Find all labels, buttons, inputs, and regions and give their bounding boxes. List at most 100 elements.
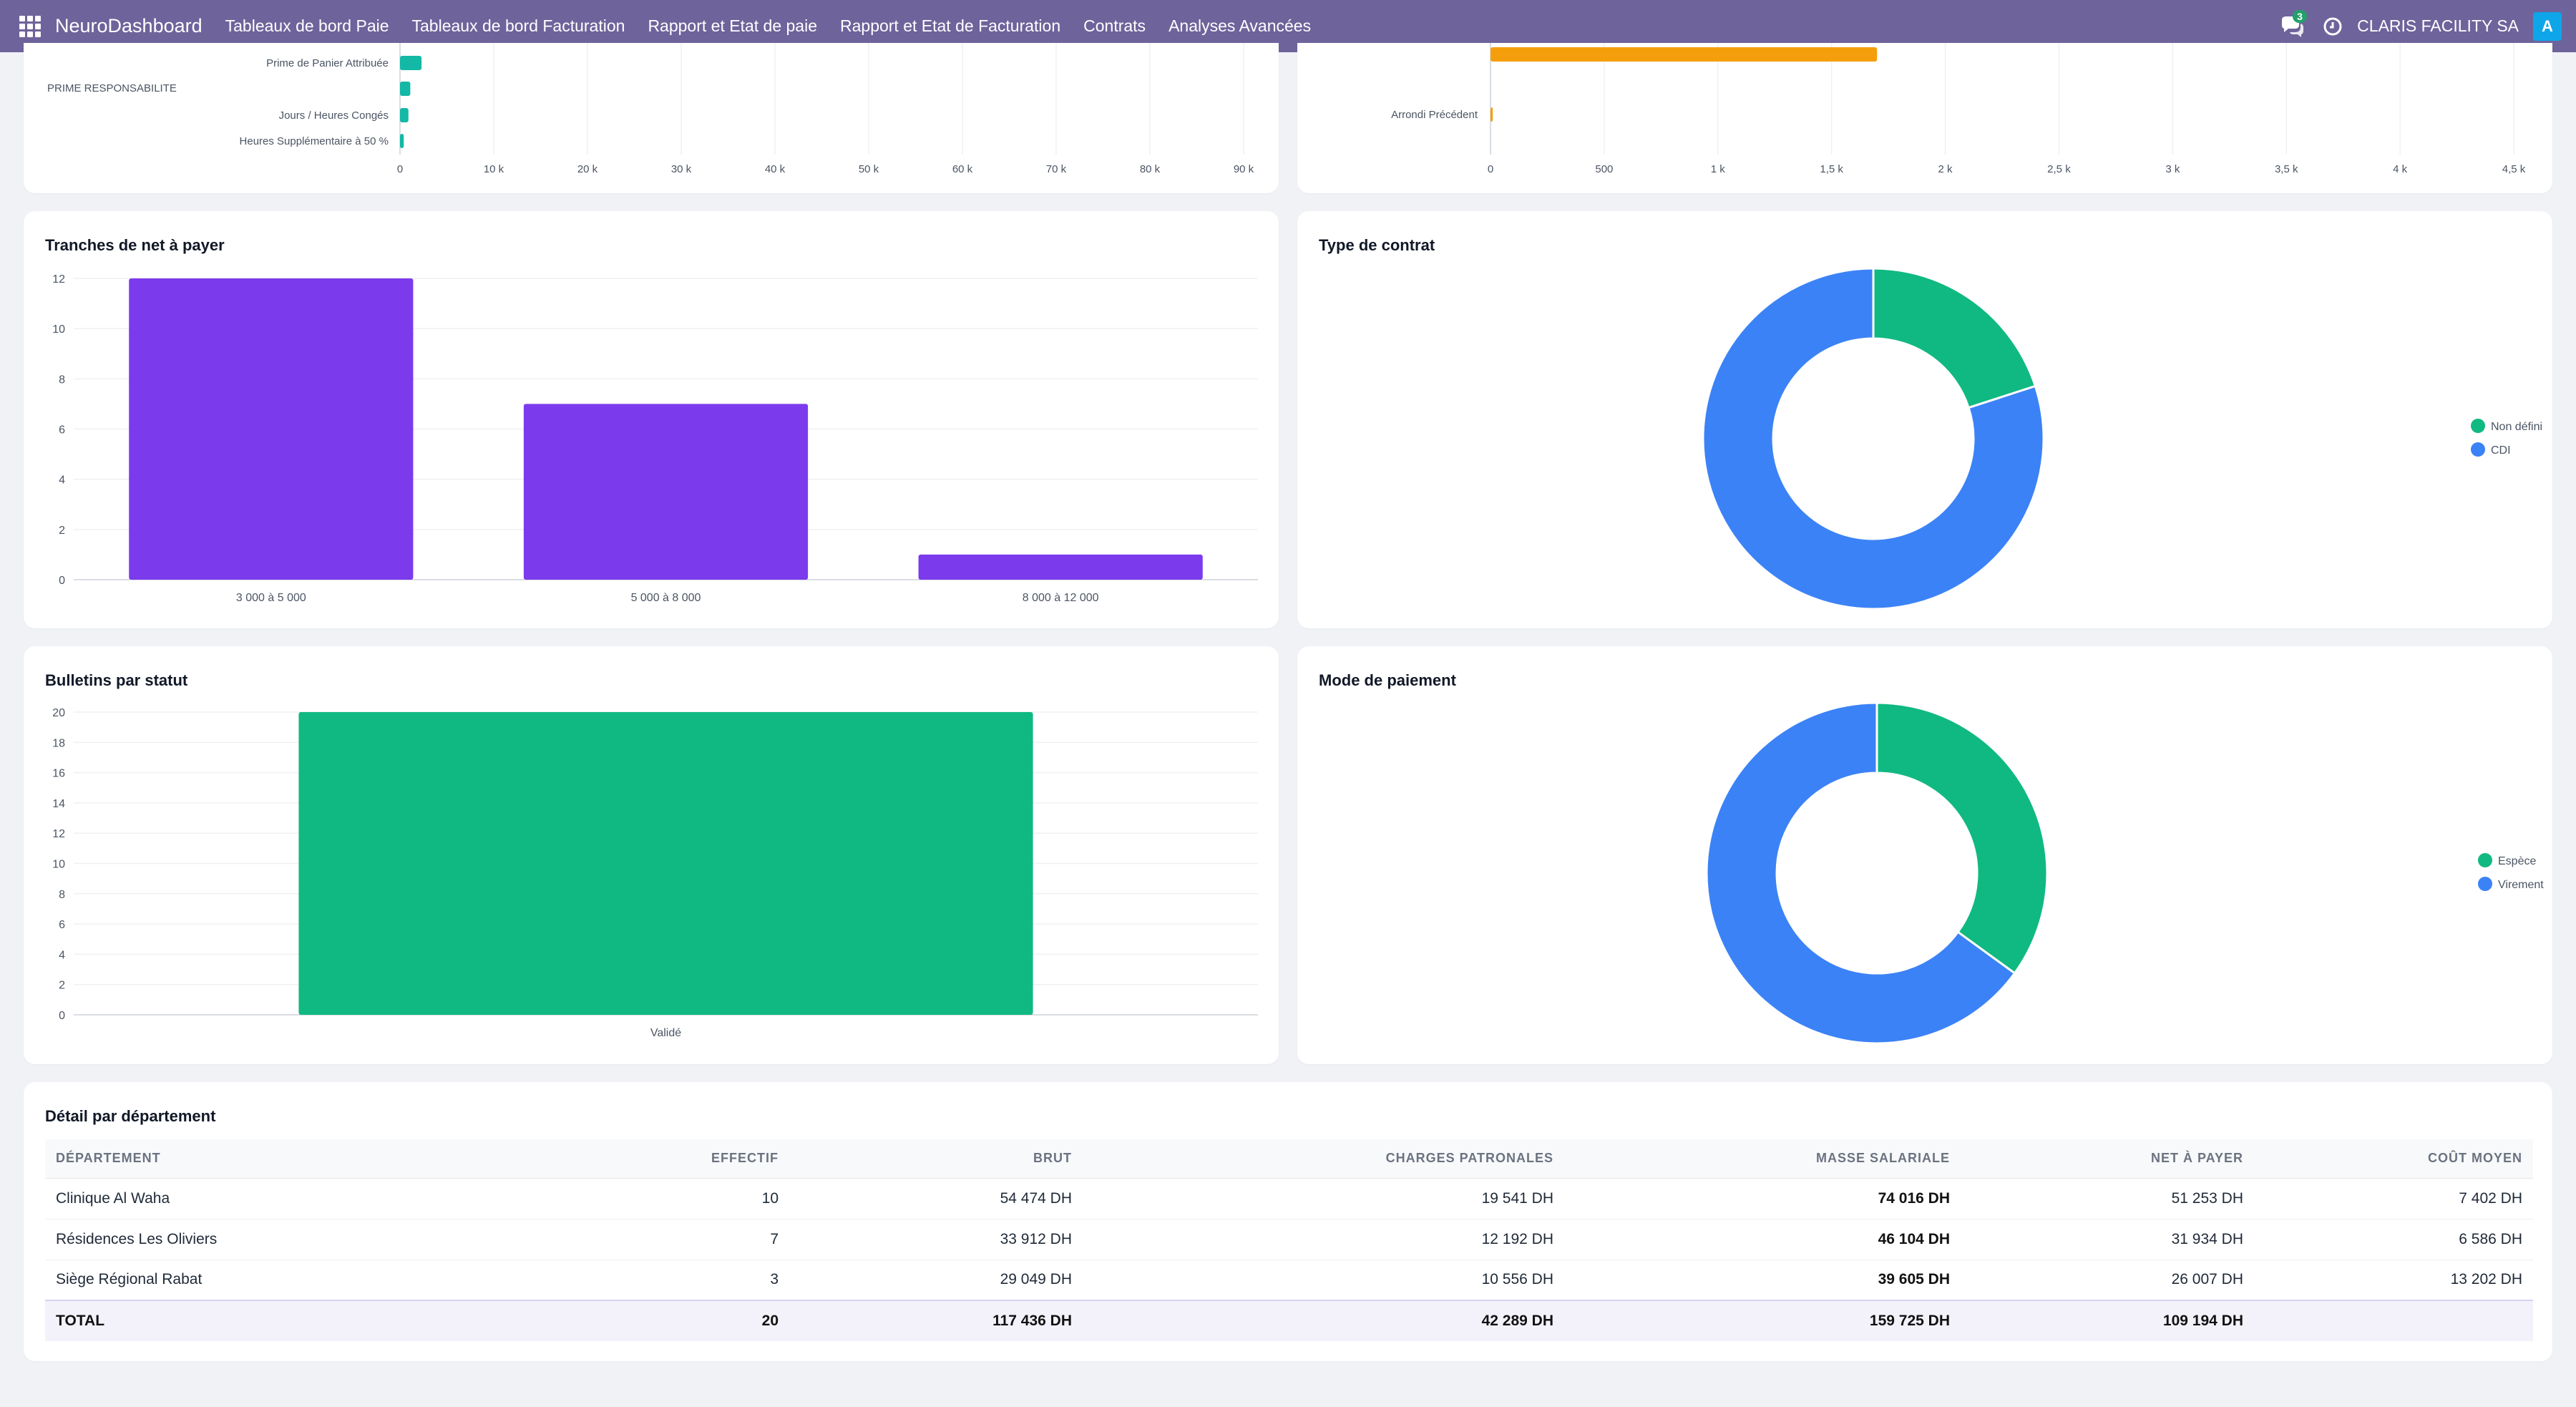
col-cout-moyen[interactable]: COÛT MOYEN: [2254, 1139, 2533, 1179]
bar: [400, 134, 404, 148]
y-tick-label: Jours / Heures Congés: [279, 109, 389, 122]
company-switcher[interactable]: CLARIS FACILITY SA: [2357, 16, 2519, 35]
brand-name[interactable]: NeuroDashboard: [55, 15, 203, 36]
cell-charges: 19 541 DH: [1083, 1178, 1564, 1219]
apps-grid-icon[interactable]: [19, 15, 41, 37]
bar: [129, 278, 414, 580]
bar: [298, 712, 1033, 1015]
col-departement[interactable]: DÉPARTEMENT: [45, 1139, 503, 1179]
menu-contrats[interactable]: Contrats: [1083, 16, 1146, 35]
cell-effectif: 3: [503, 1260, 789, 1301]
x-tick-label: 500: [1595, 163, 1613, 175]
x-tick-label: 3,5 k: [2275, 163, 2298, 175]
menu-rapport-paie[interactable]: Rapport et Etat de paie: [648, 16, 817, 35]
menu-tableaux-facturation[interactable]: Tableaux de bord Facturation: [411, 16, 625, 35]
total-net: 109 194 DH: [1961, 1300, 2254, 1341]
y-tick-label: 0: [59, 1010, 65, 1022]
y-tick-label: Heures Supplémentaire à 50 %: [240, 135, 389, 147]
y-tick-label: 20: [52, 707, 65, 719]
cell-masse: 74 016 DH: [1564, 1178, 1961, 1219]
menu-analyses-avancees[interactable]: Analyses Avancées: [1169, 16, 1312, 35]
bulletins-statut-card: Bulletins par statut 0 2 4 6 8 10 12 14 16 18 20 Va…: [24, 646, 1279, 1064]
legend-marker: [2471, 442, 2485, 457]
rubriques-bar-chart: 0 10 k 20 k 30 k 40 k 50 k 60 k 70 k 80 k 90 k Pri…: [47, 43, 1254, 175]
y-tick-label: 6: [59, 919, 65, 931]
mode-paiement-card: Mode de paiement Espèce Virement: [1297, 646, 2552, 1064]
menu-tableaux-paie[interactable]: Tableaux de bord Paie: [225, 16, 389, 35]
y-tick-label: Arrondi Précédent: [1391, 109, 1478, 121]
cell-charges: 10 556 DH: [1083, 1260, 1564, 1301]
x-tick-label: 20 k: [577, 163, 598, 175]
legend-label: Non défini: [2491, 421, 2542, 433]
donut-slice: [1872, 267, 2037, 409]
bar: [400, 82, 411, 96]
table-header-row: DÉPARTEMENT EFFECTIF BRUT CHARGES PATRON…: [45, 1139, 2533, 1179]
table-row[interactable]: Siège Régional Rabat 3 29 049 DH 10 556 …: [45, 1260, 2533, 1301]
donut-slice: [1705, 701, 2016, 1045]
x-tick-label: 80 k: [1140, 163, 1161, 175]
col-effectif[interactable]: EFFECTIF: [503, 1139, 789, 1179]
x-tick-label: 90 k: [1234, 163, 1254, 175]
y-tick-label: 4: [59, 949, 65, 961]
y-tick-label: 10: [52, 323, 65, 336]
cell-net: 51 253 DH: [1961, 1178, 2254, 1219]
y-tick-label: PRIME RESPONSABILITE: [47, 82, 177, 94]
y-tick-label: 8: [59, 889, 65, 901]
y-tick-label: 0: [59, 575, 65, 587]
x-tick-label: 5 000 à 8 000: [631, 592, 701, 604]
cell-net: 31 934 DH: [1961, 1219, 2254, 1260]
cell-masse: 39 605 DH: [1564, 1260, 1961, 1301]
x-tick-label: 4,5 k: [2502, 163, 2526, 175]
x-tick-label: 1 k: [1711, 163, 1726, 175]
y-tick-label: 10: [52, 859, 65, 871]
table-row[interactable]: Clinique Al Waha 10 54 474 DH 19 541 DH …: [45, 1178, 2533, 1219]
user-avatar[interactable]: A: [2533, 11, 2562, 41]
col-brut[interactable]: BRUT: [789, 1139, 1083, 1179]
cell-cout: 13 202 DH: [2254, 1260, 2533, 1301]
x-tick-label: Validé: [650, 1027, 681, 1039]
x-tick-label: 0: [1488, 163, 1493, 175]
bulletins-title: Bulletins par statut: [45, 671, 188, 689]
donut-slice: [1875, 701, 2049, 975]
table-row[interactable]: Résidences Les Oliviers 7 33 912 DH 12 1…: [45, 1219, 2533, 1260]
tranches-bar-chart: 0 2 4 6 8 10 12 3 000 à 5 000 5 000 à 8 000 8 000…: [52, 273, 1258, 604]
chat-icon[interactable]: 3: [2280, 9, 2307, 39]
paiement-title: Mode de paiement: [1319, 671, 1456, 689]
legend-label: Virement: [2498, 879, 2544, 891]
x-tick-label: 50 k: [859, 163, 879, 175]
x-tick-label: 10 k: [484, 163, 504, 175]
legend-marker: [2478, 853, 2492, 867]
x-tick-label: 8 000 à 12 000: [1023, 592, 1099, 604]
arrondi-chart-card: 0 500 1 k 1,5 k 2 k 2,5 k 3 k 3,5 k 4 k 4,5 k Arro…: [1297, 43, 2552, 193]
cell-effectif: 7: [503, 1219, 789, 1260]
total-masse: 159 725 DH: [1564, 1300, 1961, 1341]
y-tick-label: 4: [59, 474, 65, 487]
cell-charges: 12 192 DH: [1083, 1219, 1564, 1260]
contrat-title: Type de contrat: [1319, 236, 1435, 254]
x-tick-label: 0: [397, 163, 403, 175]
bar: [918, 554, 1203, 580]
cell-masse: 46 104 DH: [1564, 1219, 1961, 1260]
y-tick-label: 18: [52, 737, 65, 749]
donut-slice: [1702, 267, 2045, 610]
menu-rapport-facturation[interactable]: Rapport et Etat de Facturation: [840, 16, 1061, 35]
x-tick-label: 70 k: [1046, 163, 1067, 175]
type-contrat-card: Type de contrat Non défini CDI: [1297, 211, 2552, 628]
x-tick-label: 60 k: [952, 163, 973, 175]
total-cout: [2254, 1300, 2533, 1341]
bar: [1491, 47, 1878, 62]
col-masse-salariale[interactable]: MASSE SALARIALE: [1564, 1139, 1961, 1179]
contrat-donut-chart: Non défini CDI: [1702, 267, 2542, 610]
tranches-title: Tranches de net à payer: [45, 236, 225, 254]
table-total-row: TOTAL 20 117 436 DH 42 289 DH 159 725 DH…: [45, 1300, 2533, 1341]
cell-departement: Clinique Al Waha: [45, 1178, 503, 1219]
cell-cout: 6 586 DH: [2254, 1219, 2533, 1260]
clock-icon[interactable]: [2323, 16, 2343, 36]
col-charges-patronales[interactable]: CHARGES PATRONALES: [1083, 1139, 1564, 1179]
legend-marker: [2478, 877, 2492, 891]
y-tick-label: 8: [59, 374, 65, 386]
x-tick-label: 4 k: [2393, 163, 2408, 175]
col-net-a-payer[interactable]: NET À PAYER: [1961, 1139, 2254, 1179]
total-effectif: 20: [503, 1300, 789, 1341]
y-tick-label: 2: [59, 525, 65, 537]
